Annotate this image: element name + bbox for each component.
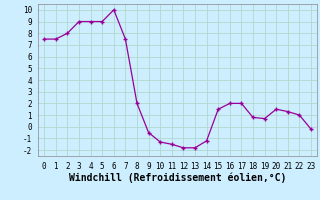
X-axis label: Windchill (Refroidissement éolien,°C): Windchill (Refroidissement éolien,°C) bbox=[69, 173, 286, 183]
